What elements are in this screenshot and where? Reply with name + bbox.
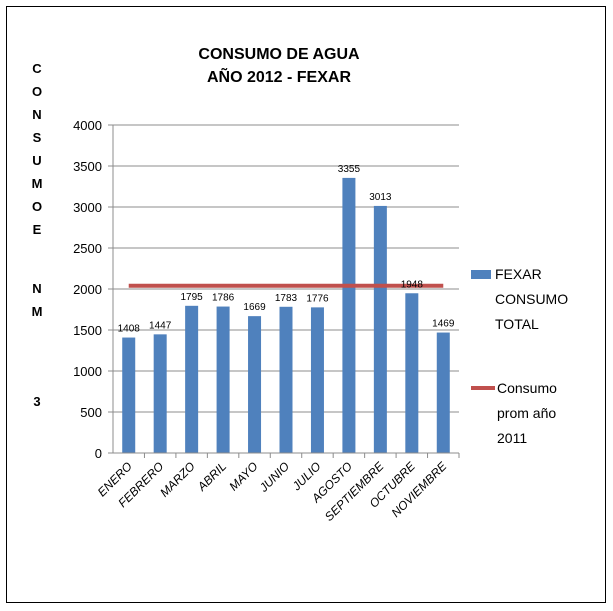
- data-label: 3013: [369, 192, 392, 203]
- data-label: 1669: [243, 302, 266, 313]
- x-tick-label: MAYO: [226, 459, 260, 493]
- title-line-2: AÑO 2012 - FEXAR: [207, 66, 351, 86]
- data-label: 1776: [306, 293, 329, 304]
- y-axis-label-letter: E: [33, 222, 42, 237]
- y-axis-label-letter: O: [32, 199, 42, 214]
- x-tick-label: ABRIL: [194, 459, 229, 494]
- bar: [436, 332, 450, 453]
- legend-label-bar: TOTAL: [495, 316, 539, 332]
- y-axis-label-letter: N: [32, 281, 41, 296]
- y-tick-label: 4000: [73, 118, 102, 133]
- bar: [248, 316, 262, 453]
- y-axis-label-letter: C: [32, 61, 42, 76]
- x-tick-labels: ENEROFEBREROMARZOABRILMAYOJUNIOJULIOAGOS…: [95, 459, 450, 524]
- legend-label-line: Consumo: [497, 380, 557, 396]
- data-label: 1408: [118, 324, 141, 335]
- bar: [405, 293, 419, 453]
- y-axis-label-letter: S: [33, 130, 42, 145]
- y-tick-label: 3500: [73, 159, 102, 174]
- data-label: 3355: [338, 164, 361, 175]
- chart-title: CONSUMO DE AGUA AÑO 2012 - FEXAR: [198, 46, 360, 86]
- legend-swatch-bar: [471, 270, 491, 279]
- bar: [342, 177, 356, 453]
- legend-label-bar: FEXAR: [495, 266, 542, 282]
- y-tick-label: 500: [80, 405, 102, 420]
- y-axis-label-letter: 3: [33, 394, 40, 409]
- y-tick-label: 0: [95, 446, 102, 461]
- data-label: 1786: [212, 293, 235, 304]
- bar: [185, 305, 199, 453]
- data-label: 1948: [401, 279, 424, 290]
- x-tick-label: JUNIO: [256, 459, 292, 495]
- data-label: 1447: [149, 320, 172, 331]
- y-axis-label-letter: U: [32, 153, 41, 168]
- bar: [122, 337, 136, 453]
- bar-chart: CONSUMO DE AGUA AÑO 2012 - FEXAR CONSUMO…: [32, 46, 569, 524]
- y-tick-label: 3000: [73, 200, 102, 215]
- y-axis-label-letter: M: [32, 304, 43, 319]
- data-label: 1795: [181, 292, 204, 303]
- legend-label-line: prom año: [497, 405, 556, 421]
- y-axis-label-letter: M: [32, 176, 43, 191]
- x-tick-label: MARZO: [157, 459, 198, 500]
- legend: FEXAR CONSUMO TOTAL Consumo prom año 2011: [471, 266, 568, 446]
- data-label: 1783: [275, 293, 298, 304]
- legend-label-line: 2011: [497, 430, 527, 446]
- y-tick-label: 1000: [73, 364, 102, 379]
- title-line-1: CONSUMO DE AGUA: [198, 46, 360, 63]
- axes: [108, 124, 460, 458]
- bar: [279, 306, 293, 453]
- bar: [310, 307, 324, 453]
- data-labels: 1408 1447 1795 1786 1669 1783 1776 3355 3013 1948…: [118, 164, 455, 335]
- y-tick-labels: 0 500 1000 1500 2000 2500 3000 3500 4000: [73, 118, 102, 461]
- y-tick-label: 1500: [73, 323, 102, 338]
- bar: [216, 306, 230, 453]
- y-axis-label-letter: O: [32, 84, 42, 99]
- bar-series: [122, 177, 450, 453]
- y-tick-label: 2000: [73, 282, 102, 297]
- x-tick-label: NOVIEMBRE: [389, 459, 451, 521]
- legend-label-bar: CONSUMO: [495, 291, 568, 307]
- y-tick-label: 2500: [73, 241, 102, 256]
- bar: [153, 334, 167, 453]
- bar: [373, 205, 387, 453]
- y-axis-label-letter: N: [32, 107, 41, 122]
- data-label: 1469: [432, 319, 455, 330]
